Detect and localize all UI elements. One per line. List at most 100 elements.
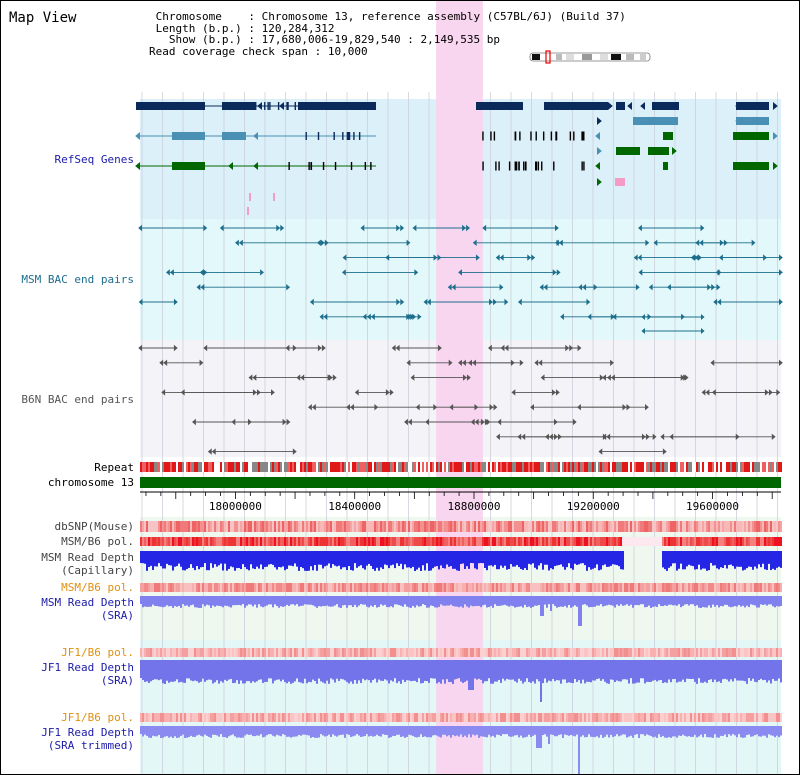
repeat-segment bbox=[314, 462, 316, 472]
jf1-pol2-segment bbox=[498, 713, 500, 722]
repeat-segment bbox=[672, 462, 674, 472]
jf1-pol-segment bbox=[450, 648, 452, 657]
msm-depth-sra-bar bbox=[740, 596, 742, 607]
repeat-segment bbox=[426, 462, 428, 472]
msm-pol2-segment bbox=[196, 583, 198, 592]
dbsnp-segment bbox=[508, 521, 510, 532]
msm-depth-sra-bar bbox=[250, 596, 252, 605]
msm-pol2-segment bbox=[156, 583, 158, 592]
msm-pol2-segment bbox=[752, 583, 754, 592]
track-label-msm-b6-pol-2[interactable]: MSM/B6 pol. bbox=[61, 581, 134, 594]
gene-marker-pink bbox=[249, 193, 251, 201]
msm-pol2-segment bbox=[470, 583, 472, 592]
ideogram-band bbox=[532, 54, 540, 60]
jf1-depth-trim-bar bbox=[542, 726, 544, 736]
msm-pol2-segment bbox=[220, 583, 222, 592]
msm-pol2-segment bbox=[174, 583, 176, 592]
gene-arrow bbox=[135, 162, 140, 170]
dbsnp-segment bbox=[448, 521, 450, 532]
msm-pol-segment bbox=[450, 537, 452, 546]
msm-pol2-segment bbox=[370, 583, 372, 592]
msm-pol2-segment bbox=[740, 583, 742, 592]
jf1-depth-trim-bar bbox=[302, 726, 304, 735]
msm-depth-cap-bar bbox=[558, 551, 560, 566]
jf1-pol2-segment bbox=[508, 713, 510, 722]
msm-depth-sra-bar bbox=[504, 596, 506, 605]
track-label-jf1-b6-pol-2[interactable]: JF1/B6 pol. bbox=[61, 711, 134, 724]
jf1-pol-segment bbox=[248, 648, 250, 657]
jf1-depth-trim-bar bbox=[344, 726, 346, 738]
gene-arrow bbox=[779, 269, 783, 276]
jf1-pol-segment bbox=[676, 648, 678, 657]
msm-pol-segment bbox=[194, 537, 196, 546]
msm-pol-segment bbox=[260, 537, 262, 546]
track-label-msm-b6-pol-1[interactable]: MSM/B6 pol. bbox=[61, 535, 134, 548]
msm-depth-cap-bar bbox=[482, 551, 484, 564]
track-label-jf1-depth-sra-1[interactable]: JF1 Read Depth bbox=[41, 661, 134, 674]
msm-pol2-segment bbox=[366, 583, 368, 592]
gene-arrow bbox=[540, 374, 545, 381]
msm-pol2-segment bbox=[542, 583, 544, 592]
msm-depth-cap-bar bbox=[620, 551, 622, 570]
repeat-segment bbox=[208, 462, 210, 472]
track-label-b6n-bac[interactable]: B6N BAC end pairs bbox=[21, 393, 134, 406]
msm-pol-segment bbox=[142, 537, 144, 546]
msm-pol-segment bbox=[186, 537, 188, 546]
repeat-segment bbox=[324, 462, 326, 472]
track-label-msm-bac[interactable]: MSM BAC end pairs bbox=[21, 273, 134, 286]
msm-depth-cap-bar bbox=[696, 551, 698, 570]
msm-pol-segment bbox=[514, 537, 516, 546]
jf1-pol2-segment bbox=[196, 713, 198, 722]
jf1-depth-sra-bar bbox=[462, 660, 464, 683]
dbsnp-segment bbox=[452, 521, 454, 532]
track-label-msm-depth-sra-1[interactable]: MSM Read Depth bbox=[41, 596, 134, 609]
jf1-pol-segment bbox=[258, 648, 260, 657]
jf1-pol2-segment bbox=[712, 713, 714, 722]
dbsnp-segment bbox=[610, 521, 612, 532]
repeat-segment bbox=[678, 462, 680, 472]
jf1-depth-trim-bar bbox=[142, 726, 144, 737]
repeat-segment bbox=[182, 462, 184, 472]
jf1-depth-trim-bar bbox=[434, 726, 436, 735]
msm-depth-sra-bar bbox=[158, 596, 160, 607]
jf1-pol-segment bbox=[150, 648, 152, 657]
msm-pol-segment bbox=[144, 537, 146, 546]
msm-pol-segment bbox=[546, 537, 548, 546]
msm-depth-sra-bar bbox=[284, 596, 286, 607]
repeat-segment bbox=[166, 462, 168, 472]
jf1-pol2-segment bbox=[482, 713, 484, 722]
msm-pol-segment bbox=[758, 537, 760, 546]
jf1-depth-sra-bar bbox=[538, 660, 540, 682]
msm-pol-segment bbox=[588, 537, 590, 546]
dbsnp-segment bbox=[154, 521, 156, 532]
repeat-segment bbox=[544, 462, 546, 472]
track-label-msm-depth-cap-1[interactable]: MSM Read Depth bbox=[41, 551, 134, 564]
dbsnp-segment bbox=[654, 521, 656, 532]
jf1-depth-sra-bar bbox=[276, 660, 278, 680]
repeat-segment bbox=[744, 462, 746, 472]
gene-arrow bbox=[451, 284, 456, 291]
jf1-depth-trim-bar bbox=[278, 726, 280, 736]
jf1-pol-segment bbox=[652, 648, 654, 657]
track-label-jf1-b6-pol-1[interactable]: JF1/B6 pol. bbox=[61, 646, 134, 659]
track-label-jf1-depth-trim-1[interactable]: JF1 Read Depth bbox=[41, 726, 134, 739]
repeat-segment bbox=[396, 462, 398, 472]
track-label-dbsnp[interactable]: dbSNP(Mouse) bbox=[54, 520, 134, 533]
jf1-depth-sra-bar bbox=[250, 660, 252, 683]
jf1-pol-segment bbox=[336, 648, 338, 657]
jf1-pol2-segment bbox=[282, 713, 284, 722]
jf1-depth-trim-bar bbox=[610, 726, 612, 735]
msm-depth-cap-bar bbox=[142, 551, 144, 564]
jf1-pol2-segment bbox=[706, 713, 708, 722]
msm-pol-segment bbox=[280, 537, 282, 546]
jf1-pol2-segment bbox=[518, 713, 520, 722]
msm-pol-segment bbox=[520, 537, 522, 546]
repeat-segment bbox=[256, 462, 258, 472]
jf1-pol-segment bbox=[182, 648, 184, 657]
gene-block bbox=[652, 102, 679, 110]
repeat-segment bbox=[704, 462, 706, 472]
dbsnp-segment bbox=[542, 521, 544, 532]
track-label-refseq[interactable]: RefSeq Genes bbox=[54, 153, 134, 166]
jf1-pol-segment bbox=[496, 648, 498, 657]
